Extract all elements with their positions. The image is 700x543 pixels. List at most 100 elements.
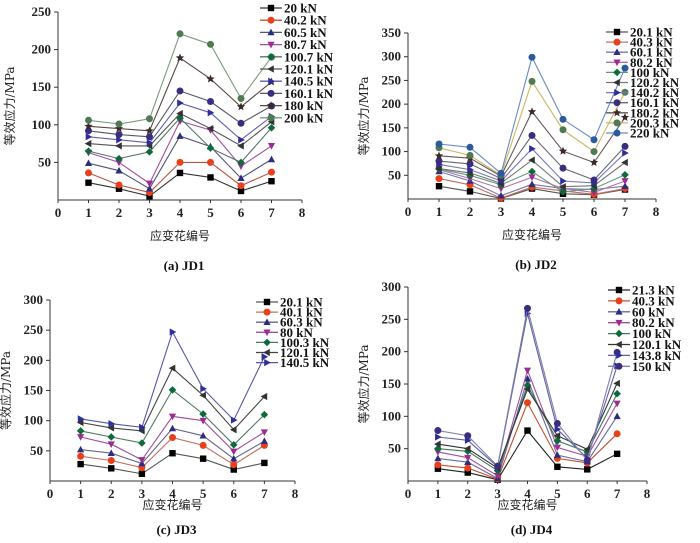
data-point	[466, 160, 474, 168]
data-point	[146, 193, 153, 200]
data-point	[85, 127, 92, 135]
data-point	[85, 133, 93, 141]
data-point	[466, 151, 474, 159]
data-point	[236, 102, 246, 111]
legend-label: 80.2 kN	[630, 55, 673, 70]
data-point	[558, 146, 568, 155]
legend-label: 80 kN	[280, 325, 313, 340]
data-point	[108, 465, 115, 472]
data-point	[528, 156, 535, 164]
data-point	[559, 126, 567, 134]
x-tick-label: 1	[436, 204, 443, 219]
x-tick-label: 0	[47, 486, 54, 501]
data-point	[583, 456, 591, 464]
legend-marker	[613, 38, 621, 46]
data-point	[464, 464, 472, 472]
data-point	[168, 386, 177, 394]
x-tick-label: 4	[169, 486, 176, 501]
legend-item: 20.1 kN	[606, 25, 673, 40]
x-tick-label: 0	[405, 204, 412, 219]
data-point	[115, 131, 123, 139]
legend-item: 120.2 kN	[606, 75, 680, 90]
legend-marker	[615, 319, 623, 327]
legend-label: 160.1 kN	[630, 95, 680, 110]
legend-label: 60 kN	[632, 304, 665, 319]
legend-item: 120.1 kN	[608, 337, 682, 352]
data-point	[77, 415, 85, 423]
legend-item: 143.8 kN	[608, 348, 682, 363]
data-point	[466, 188, 474, 195]
data-point	[108, 420, 116, 428]
legend-marker	[267, 89, 275, 97]
legend-label: 60.1 kN	[630, 45, 673, 60]
data-point	[176, 158, 184, 166]
data-point	[76, 427, 85, 435]
data-point	[528, 167, 536, 176]
y-tick-label: 50	[388, 441, 401, 456]
legend-marker	[263, 338, 271, 347]
data-point	[115, 159, 123, 167]
data-point	[621, 182, 629, 189]
data-point	[200, 385, 207, 393]
y-tick-label: 200	[382, 96, 402, 111]
legend-item: 60.1 kN	[606, 45, 673, 60]
data-point	[434, 461, 442, 469]
data-point	[169, 434, 176, 442]
legend-item: 120.1 kN	[260, 62, 334, 77]
data-point	[207, 158, 214, 166]
data-point	[434, 151, 444, 160]
legend-item: 20 kN	[260, 1, 317, 16]
y-axis-title: 等效应力/MPa	[0, 351, 13, 430]
legend-item: 140.5 kN	[260, 74, 334, 89]
data-point	[107, 424, 115, 432]
data-point	[115, 142, 122, 150]
data-point	[168, 413, 177, 421]
x-tick-label: 1	[85, 205, 92, 220]
y-tick-label: 250	[32, 4, 52, 19]
data-point	[115, 120, 123, 128]
panel-caption: (a) JD1	[164, 258, 205, 272]
x-tick-label: 3	[494, 486, 501, 501]
x-axis-title: 应变花编号	[502, 227, 562, 242]
data-point	[107, 456, 115, 464]
data-point	[115, 185, 123, 192]
panel-c-jd3: 50 100 150 200 250 300 0 1 2 3 4 5 6 7 8 等效应力/MPa 应变花编号 (…	[0, 272, 350, 543]
chart-jd2: 50 100 150 200 250 300 350 0 1 2 3 4 5 6 7 8 等效应力/MPa 应变花…	[356, 25, 680, 273]
data-point	[206, 124, 214, 133]
data-point	[559, 164, 567, 172]
x-tick-label: 0	[405, 486, 412, 501]
series-20-kn	[85, 169, 275, 200]
legend-item: 160.1 kN	[260, 86, 334, 101]
data-point	[138, 470, 146, 477]
data-point	[553, 419, 561, 427]
legend-label: 100 kN	[630, 65, 670, 80]
data-point	[434, 427, 442, 435]
data-point	[238, 136, 245, 144]
panel-caption: (b) JD2	[515, 257, 557, 272]
data-point	[176, 109, 183, 118]
chart-jd1: 50 100 150 200 250 0 1 2 3 4 5 6 7 8 等效应力/MPa 应变花编号 (a) …	[2, 1, 334, 273]
data-point	[621, 64, 629, 72]
legend-item: 200 kN	[260, 110, 324, 125]
legend-label: 140.2 kN	[630, 85, 680, 100]
data-point	[497, 185, 505, 193]
x-tick-label: 4	[529, 204, 536, 219]
data-point	[553, 444, 561, 452]
legend-item: 200.3 kN	[606, 115, 680, 130]
legend-item: 80 kN	[256, 325, 313, 340]
data-point	[146, 139, 154, 147]
y-tick-label: 350	[382, 25, 402, 40]
legend-label: 200 kN	[284, 110, 324, 125]
x-tick-label: 1	[435, 486, 442, 501]
data-point	[146, 133, 153, 141]
legend-item: 80.2 kN	[608, 315, 675, 330]
data-point	[237, 119, 245, 127]
x-tick-label: 2	[465, 486, 472, 501]
data-point	[260, 392, 268, 401]
legend-label: 180.2 kN	[630, 105, 680, 120]
data-point	[77, 445, 85, 453]
x-tick-label: 2	[116, 205, 123, 220]
data-point	[267, 124, 276, 132]
legend-marker	[615, 340, 622, 349]
